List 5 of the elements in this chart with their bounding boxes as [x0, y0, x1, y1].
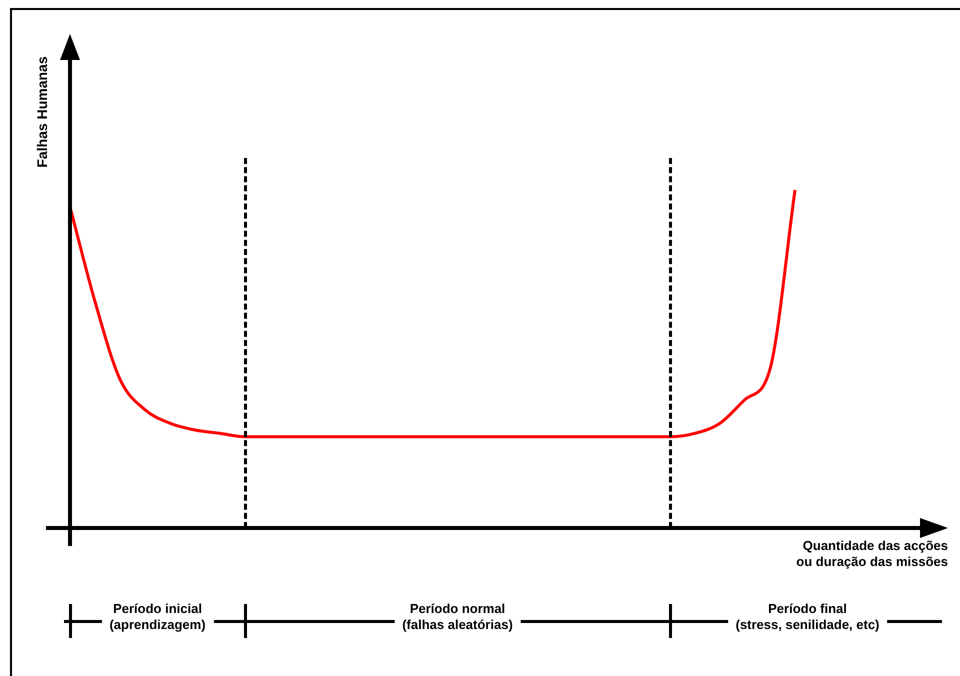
text: Período inicial (aprendizagem) [101, 601, 214, 633]
text: Período normal (falhas aleatórias) [394, 601, 521, 633]
text: Período final (stress, senilidade, etc) [728, 601, 888, 633]
y-axis-title: Falhas Humanas [34, 56, 50, 168]
x-axis-title: Quantidade das acções ou duração das missões [796, 538, 948, 570]
